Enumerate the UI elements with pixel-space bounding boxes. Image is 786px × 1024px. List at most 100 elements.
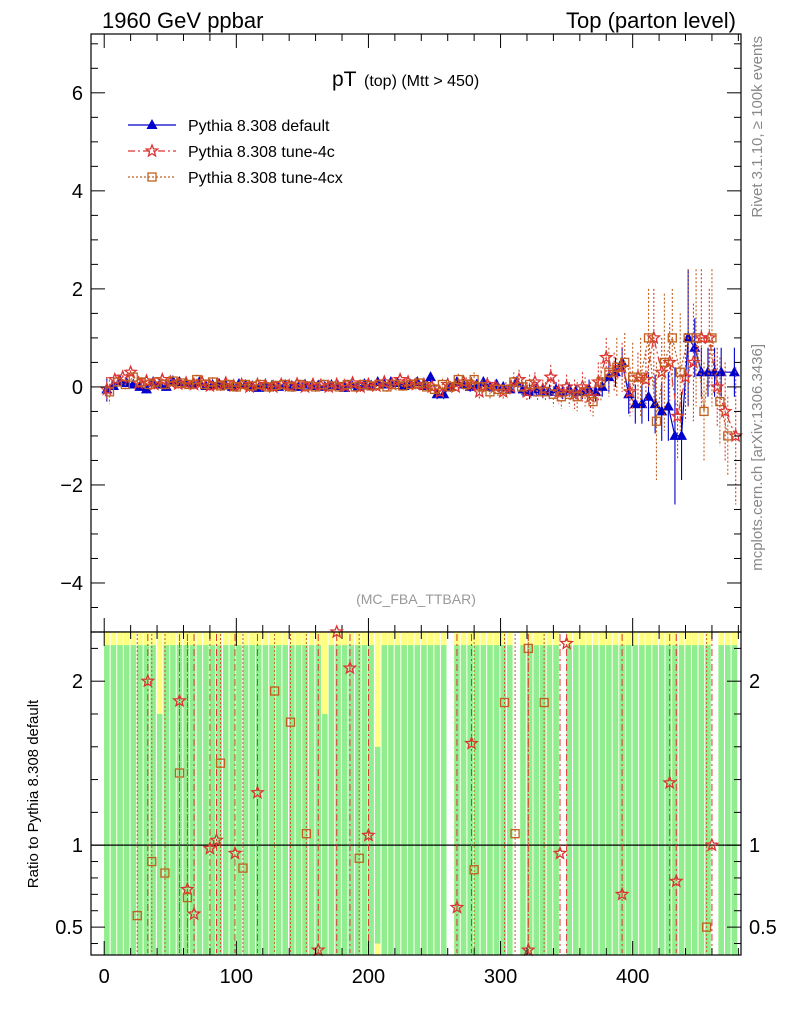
ratio-point <box>301 829 311 839</box>
data-point <box>682 331 694 342</box>
ratio-point <box>147 856 157 867</box>
band-1sigma <box>269 645 275 955</box>
data-point <box>620 357 630 368</box>
band-1sigma <box>275 645 282 955</box>
data-point <box>289 376 305 391</box>
band-1sigma <box>216 645 222 955</box>
data-point <box>646 330 662 345</box>
data-point <box>120 379 130 390</box>
band-1sigma <box>658 645 665 955</box>
y-tick-label: −2 <box>60 475 83 497</box>
data-point <box>192 374 202 385</box>
band-1sigma <box>705 645 711 955</box>
ratio-panel-bands <box>91 632 741 955</box>
band-1sigma <box>156 713 163 955</box>
data-point <box>659 357 670 368</box>
data-point <box>501 384 511 395</box>
data-point <box>598 349 614 364</box>
band-1sigma <box>606 645 612 955</box>
band-1sigma <box>553 645 559 955</box>
data-point <box>638 371 654 386</box>
y-tick-label: 4 <box>72 181 83 203</box>
band-1sigma <box>533 645 539 955</box>
data-point <box>622 384 638 399</box>
band-1sigma <box>407 645 414 955</box>
ratio-point <box>662 775 678 790</box>
ratio-y-tick-label-left: 0.5 <box>55 917 83 939</box>
data-point <box>453 374 463 385</box>
ratio-y-tick-label-right: 1 <box>749 835 760 857</box>
band-1sigma <box>500 645 506 955</box>
x-tick-label: 0 <box>99 966 110 988</box>
band-1sigma <box>526 645 533 955</box>
data-point <box>477 382 487 392</box>
data-point <box>612 362 622 372</box>
ratio-point <box>520 942 536 957</box>
band-1sigma <box>599 645 606 955</box>
band-1sigma <box>440 645 447 955</box>
data-point <box>685 354 701 369</box>
data-point <box>649 398 661 409</box>
data-point <box>715 366 727 377</box>
data-point <box>643 390 655 401</box>
band-1sigma <box>143 645 150 955</box>
y-tick-label: 2 <box>72 279 83 301</box>
band-1sigma <box>262 645 269 955</box>
band-1sigma <box>645 645 652 955</box>
band-1sigma <box>388 645 394 955</box>
band-1sigma <box>566 645 573 955</box>
band-1sigma <box>685 645 691 955</box>
band-1sigma <box>341 645 348 955</box>
band-1sigma <box>335 645 341 955</box>
band-1sigma <box>229 645 236 955</box>
band-1sigma <box>493 645 500 955</box>
ratio-point <box>464 735 479 750</box>
legend-label: Pythia 8.308 tune-4c <box>188 144 335 161</box>
data-point <box>273 376 289 391</box>
header-right-label: Top (parton level) <box>566 8 736 33</box>
band-1sigma <box>394 645 401 955</box>
band-1sigma <box>322 713 328 955</box>
band-1sigma <box>672 645 678 955</box>
legend-marker <box>146 119 158 129</box>
data-point <box>128 372 138 382</box>
ratio-point <box>238 863 248 873</box>
band-1sigma <box>256 645 262 955</box>
data-point <box>723 431 733 441</box>
data-point <box>445 382 455 392</box>
ratio-panel-frame <box>90 631 742 956</box>
band-1sigma <box>150 645 156 955</box>
band-1sigma <box>289 645 295 955</box>
band-1sigma <box>328 645 335 955</box>
mcplots-label: mcplots.cern.ch [arXiv:1306.3436] <box>749 344 766 571</box>
data-point <box>104 387 115 397</box>
data-point <box>651 416 662 426</box>
band-1sigma <box>540 645 546 955</box>
ratio-panel-axes: 0.5 0.5 1 1 2 2 0 100 200 300 400 <box>55 631 777 988</box>
data-point <box>707 333 717 343</box>
data-point <box>717 403 733 418</box>
data-point <box>429 384 440 395</box>
ratio-point <box>310 942 326 957</box>
ratio-point <box>132 910 142 921</box>
main-panel-axes: −4 −2 0 2 4 6 <box>60 33 742 633</box>
ratio-y-tick-label-left: 1 <box>72 835 83 857</box>
band-1sigma <box>652 645 658 955</box>
band-1sigma <box>196 645 203 955</box>
ratio-point <box>202 840 218 855</box>
band-1sigma <box>110 645 117 955</box>
ratio-y-tick-label-right: 2 <box>749 671 760 693</box>
x-tick-label: 300 <box>484 966 517 988</box>
band-1sigma <box>586 645 592 955</box>
data-point <box>662 400 674 411</box>
data-point <box>636 398 648 409</box>
data-point <box>590 385 602 396</box>
ratio-point <box>539 697 549 708</box>
plot-title-sub: (top) (Mtt > 450) <box>364 73 479 90</box>
ratio-y-tick-label-right: 0.5 <box>749 917 777 939</box>
data-point <box>123 364 138 379</box>
data-point <box>662 354 678 369</box>
data-point <box>604 367 614 377</box>
ratio-point <box>160 868 170 878</box>
